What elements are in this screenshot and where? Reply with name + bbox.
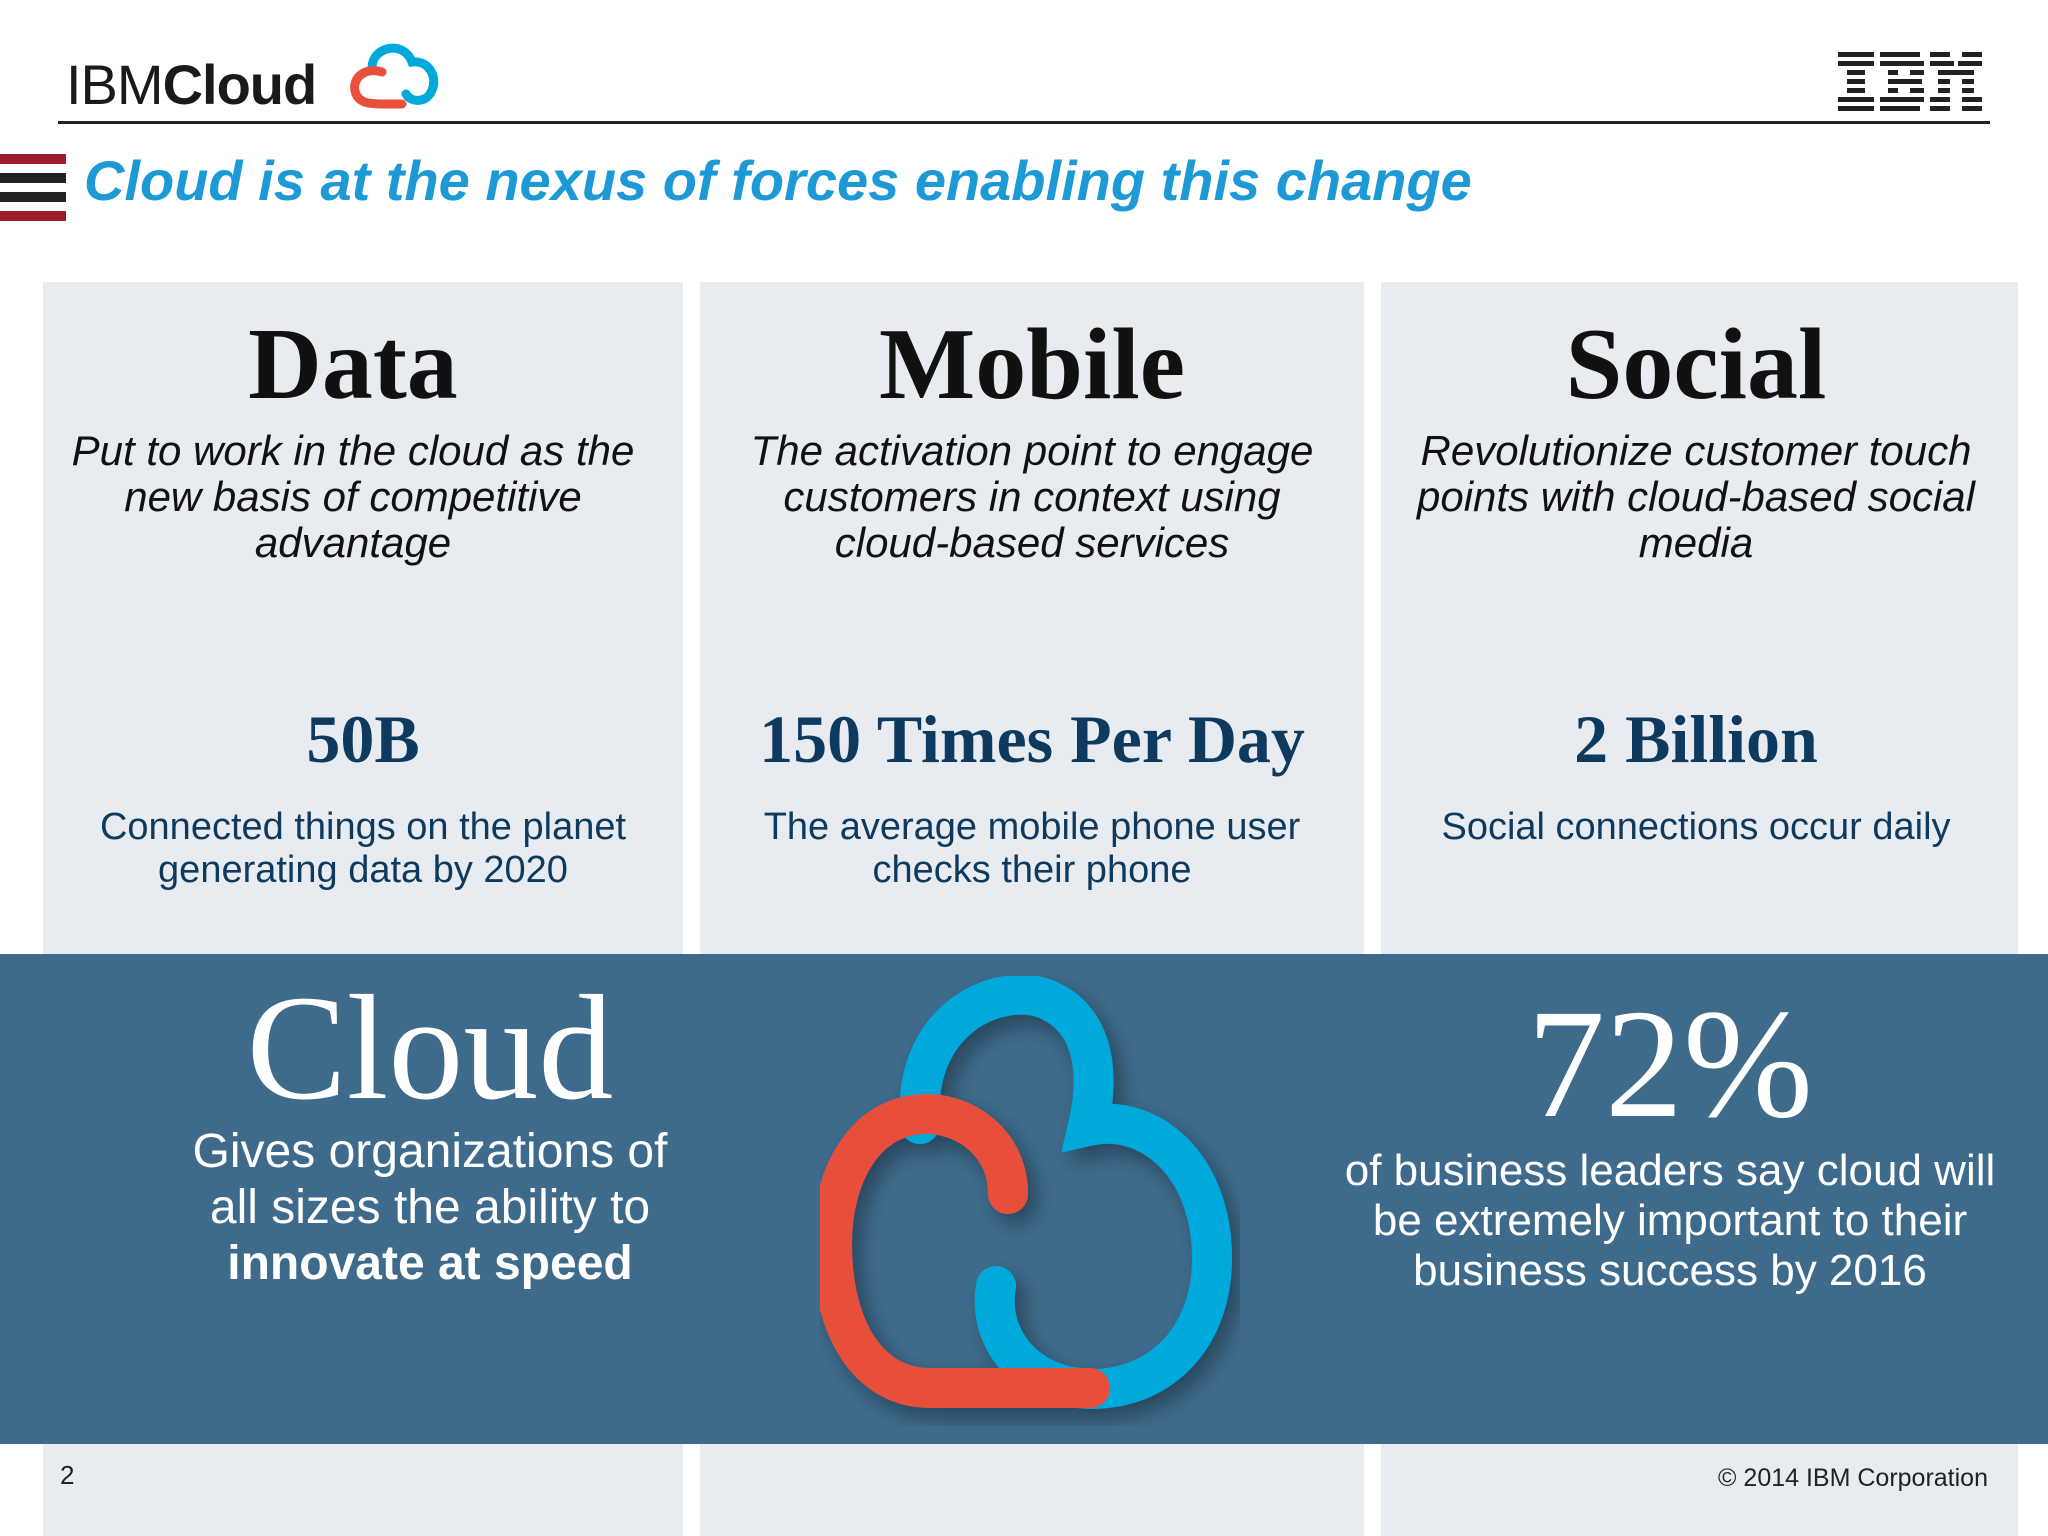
column-note-data: Connected things on the planet generatin…	[99, 806, 627, 891]
band-description: Gives organizations of all sizes the abi…	[140, 1124, 720, 1292]
column-note-social: Social connections occur daily	[1441, 806, 1951, 848]
column-desc-social: Revolutionize customer touch points with…	[1417, 427, 1975, 566]
column-stat-social: 2 Billion	[1574, 701, 1818, 777]
column-title-social: Social	[1565, 308, 1827, 421]
column-note-mobile: The average mobile phone user checks the…	[763, 806, 1301, 891]
column-desc-mobile: The activation point to engage customers…	[750, 427, 1314, 566]
page-number: 2	[60, 1460, 75, 1490]
ibm-logo-icon	[1838, 52, 1982, 111]
copyright: © 2014 IBM Corporation	[1718, 1464, 1988, 1492]
big-cloud-icon	[820, 976, 1233, 1409]
column-title-data: Data	[248, 308, 458, 421]
brand-cloud-icon	[350, 43, 439, 109]
title-stripes-icon	[0, 154, 66, 221]
column-stat-mobile: 150 Times Per Day	[759, 701, 1305, 777]
slide-title: Cloud is at the nexus of forces enabling…	[84, 149, 1472, 212]
brand-light: IBM	[66, 53, 164, 116]
column-desc-data: Put to work in the cloud as the new basi…	[71, 427, 635, 566]
percent-stat: 72%	[1527, 977, 1813, 1150]
column-title-mobile: Mobile	[879, 308, 1185, 421]
brand-logo-text: IBMCloud	[66, 52, 318, 117]
band-heading: Cloud	[246, 965, 614, 1131]
brand-bold: Cloud	[162, 53, 318, 116]
band-desc-line-1: Gives organizations of	[192, 1125, 668, 1178]
percent-description: of business leaders say cloud will be ex…	[1344, 1146, 1996, 1295]
band-desc-strong: innovate at speed	[227, 1237, 633, 1290]
column-stat-data: 50B	[306, 701, 420, 777]
band-desc-line-2: all sizes the ability to	[209, 1181, 651, 1234]
header-divider	[58, 121, 1990, 124]
